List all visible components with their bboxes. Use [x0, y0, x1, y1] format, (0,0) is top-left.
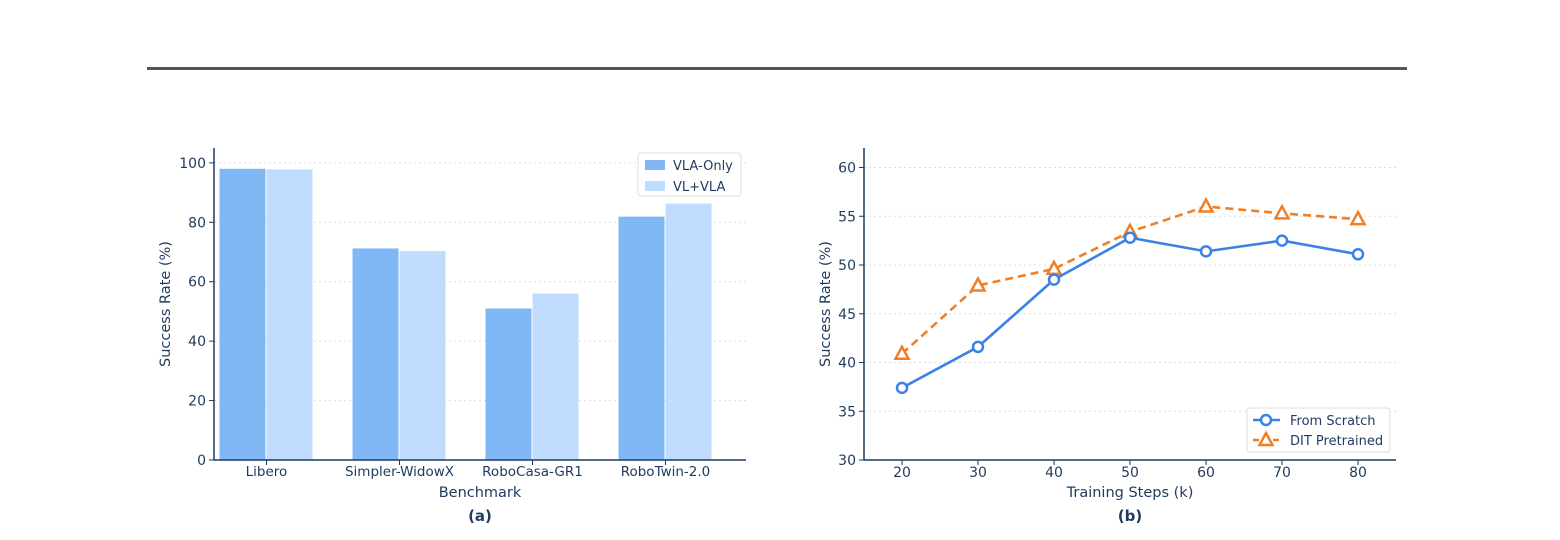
point-dit-pretrained [1349, 209, 1367, 226]
y-tick-label: 80 [188, 215, 206, 231]
bar-vla-only [352, 248, 399, 460]
bar-vla-only [485, 308, 532, 460]
x-tick-label: 50 [1121, 465, 1139, 481]
point-dit-pretrained [1045, 259, 1063, 276]
top-divider-rule [147, 67, 1407, 70]
x-tick-label: 30 [969, 465, 987, 481]
legend-frame [1246, 407, 1391, 453]
x-axis-label: Benchmark [439, 485, 522, 501]
y-tick-label: 55 [838, 209, 856, 225]
point-dit-pretrained [969, 275, 987, 292]
legend-a: VLA-Only VL+VLA [637, 152, 742, 197]
panel-label-b: (b) [1118, 507, 1142, 525]
bar-vl-vla [266, 169, 313, 460]
legend-swatch-vl-vla [645, 181, 665, 191]
point-from-scratch [1047, 273, 1061, 286]
y-tick-label: 60 [188, 275, 206, 291]
x-tick-label: RoboCasa-GR1 [482, 464, 583, 480]
y-axis-label: Success Rate (%) [818, 241, 834, 367]
x-tick-label: RoboTwin-2.0 [621, 464, 711, 480]
x-tick-label: Simpler-WidowX [345, 464, 454, 480]
point-from-scratch [1199, 245, 1213, 258]
x-tick-label: 40 [1045, 465, 1063, 481]
point-from-scratch [1123, 231, 1137, 244]
point-from-scratch [895, 381, 909, 395]
x-axis-label: Training Steps (k) [1066, 485, 1194, 501]
x-tick-label: 80 [1349, 465, 1367, 481]
panel-label-a: (a) [468, 507, 492, 525]
point-from-scratch [1275, 234, 1289, 247]
legend-swatch-vla-only [645, 160, 665, 170]
bar-vl-vla [399, 251, 446, 460]
y-tick-label: 0 [197, 453, 206, 469]
x-tick-label: Libero [246, 464, 288, 480]
legend-marker-from-scratch [1259, 413, 1273, 427]
bar-vl-vla [532, 293, 579, 460]
y-tick-label: 50 [838, 258, 856, 274]
point-dit-pretrained [1273, 203, 1291, 220]
y-tick-label: 30 [838, 453, 856, 469]
y-tick-label: 35 [838, 404, 856, 420]
point-dit-pretrained [893, 344, 911, 360]
bar-vla-only [618, 216, 665, 460]
x-tick-label: 70 [1273, 465, 1291, 481]
point-dit-pretrained [1197, 196, 1215, 213]
legend-label: From Scratch [1290, 414, 1376, 429]
point-from-scratch [1351, 248, 1365, 261]
legend-label: VL+VLA [673, 180, 725, 195]
legend-b: From Scratch DIT Pretrained [1246, 407, 1391, 453]
y-tick-label: 60 [838, 161, 856, 177]
y-tick-label: 40 [188, 334, 206, 350]
y-tick-label: 100 [179, 156, 206, 172]
y-tick-label: 20 [188, 394, 206, 410]
legend-label: VLA-Only [673, 159, 733, 174]
chart-a-benchmark-bars: 0 20 40 60 80 100 Libero Simpler-WidowX RoboCasa… [158, 148, 746, 525]
y-axis-label: Success Rate (%) [158, 241, 174, 367]
legend-label: DIT Pretrained [1290, 434, 1383, 449]
legend-marker-dit-pretrained [1257, 430, 1275, 447]
y-tick-label: 45 [838, 307, 856, 323]
chart-b-training-steps-lines: 30 35 40 45 50 55 60 20 30 40 50 60 70 80 Training Ste… [818, 148, 1396, 525]
bar-vla-only [219, 168, 266, 461]
x-tick-label: 60 [1197, 465, 1215, 481]
bar-vl-vla [665, 203, 712, 460]
point-from-scratch [971, 340, 985, 354]
y-tick-label: 40 [838, 356, 856, 372]
x-tick-label: 20 [893, 465, 911, 481]
series-line-from-scratch [901, 236, 1359, 389]
